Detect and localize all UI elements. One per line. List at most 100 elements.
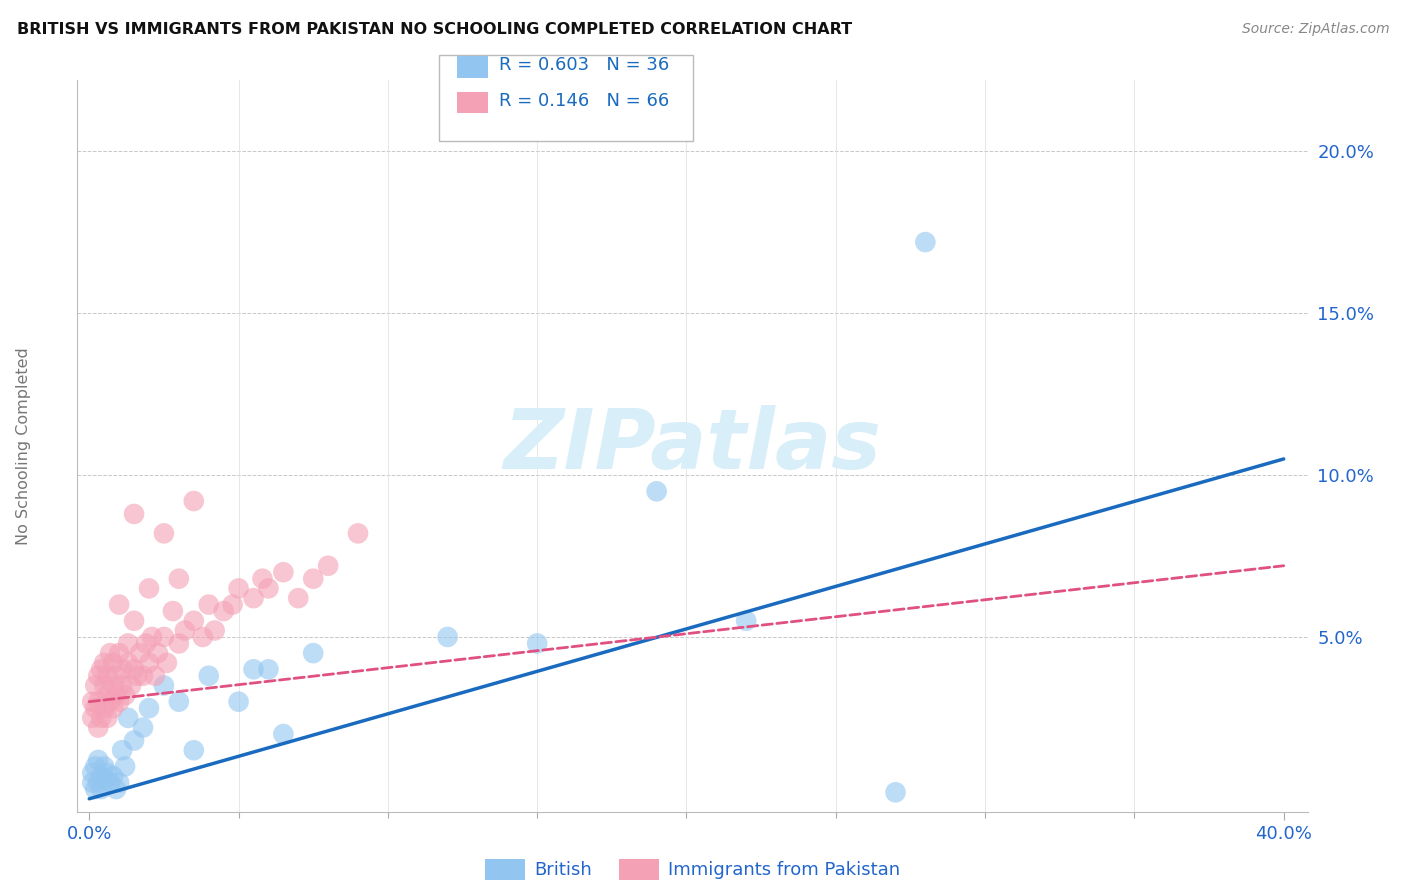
Point	[125, 669, 148, 683]
Point	[93, 759, 115, 773]
Point	[117, 656, 139, 670]
Point	[105, 688, 128, 702]
Point	[167, 572, 190, 586]
Point	[122, 733, 145, 747]
Point	[90, 711, 112, 725]
Point	[114, 759, 136, 773]
Point	[122, 614, 145, 628]
Point	[122, 662, 145, 676]
Point	[153, 630, 176, 644]
Point	[287, 591, 309, 606]
Point	[87, 695, 110, 709]
Point	[183, 614, 205, 628]
Point	[257, 662, 280, 676]
Text: R = 0.146   N = 66: R = 0.146 N = 66	[499, 92, 669, 110]
Y-axis label: No Schooling Completed: No Schooling Completed	[15, 347, 31, 545]
Text: ZIPatlas: ZIPatlas	[503, 406, 882, 486]
Point	[153, 678, 176, 692]
Point	[96, 765, 118, 780]
Point	[645, 484, 668, 499]
Point	[138, 701, 160, 715]
Point	[93, 656, 115, 670]
Point	[105, 782, 128, 797]
Point	[101, 656, 124, 670]
Point	[228, 582, 250, 596]
Legend: British, Immigrants from Pakistan: British, Immigrants from Pakistan	[478, 852, 907, 887]
Point	[316, 558, 339, 573]
Point	[90, 662, 112, 676]
Point	[93, 701, 115, 715]
Point	[146, 646, 169, 660]
Point	[526, 636, 548, 650]
Point	[93, 772, 115, 787]
Point	[129, 646, 152, 660]
Point	[302, 572, 325, 586]
Point	[162, 604, 184, 618]
Point	[257, 582, 280, 596]
Point	[96, 688, 118, 702]
Point	[135, 636, 157, 650]
Point	[302, 646, 325, 660]
Point	[87, 669, 110, 683]
Point	[122, 507, 145, 521]
Point	[96, 711, 118, 725]
Point	[108, 775, 131, 789]
Point	[242, 662, 264, 676]
Point	[90, 782, 112, 797]
Point	[111, 662, 134, 676]
Point	[132, 721, 155, 735]
Point	[93, 678, 115, 692]
Point	[120, 678, 142, 692]
Point	[111, 743, 134, 757]
Point	[117, 636, 139, 650]
Point	[228, 695, 250, 709]
Point	[173, 624, 195, 638]
Point	[273, 727, 295, 741]
Point	[347, 526, 370, 541]
Point	[87, 775, 110, 789]
Text: Source: ZipAtlas.com: Source: ZipAtlas.com	[1241, 22, 1389, 37]
Point	[101, 701, 124, 715]
Point	[82, 695, 104, 709]
Text: R = 0.603   N = 36: R = 0.603 N = 36	[499, 56, 669, 74]
Point	[156, 656, 179, 670]
Point	[98, 775, 121, 789]
Point	[204, 624, 226, 638]
Point	[183, 743, 205, 757]
Point	[98, 695, 121, 709]
Point	[84, 678, 107, 692]
Point	[105, 669, 128, 683]
Point	[82, 775, 104, 789]
Point	[735, 614, 758, 628]
Point	[167, 695, 190, 709]
Point	[138, 656, 160, 670]
Point	[114, 688, 136, 702]
Point	[132, 669, 155, 683]
Point	[183, 494, 205, 508]
Point	[82, 711, 104, 725]
Point	[191, 630, 214, 644]
Point	[117, 711, 139, 725]
Point	[143, 669, 166, 683]
Point	[84, 701, 107, 715]
Text: BRITISH VS IMMIGRANTS FROM PAKISTAN NO SCHOOLING COMPLETED CORRELATION CHART: BRITISH VS IMMIGRANTS FROM PAKISTAN NO S…	[17, 22, 852, 37]
Point	[273, 566, 295, 580]
Point	[252, 572, 274, 586]
Point	[82, 765, 104, 780]
Point	[197, 669, 219, 683]
Point	[141, 630, 163, 644]
Point	[212, 604, 235, 618]
Point	[108, 646, 131, 660]
Point	[84, 759, 107, 773]
Point	[436, 630, 458, 644]
Point	[138, 582, 160, 596]
Point	[111, 678, 134, 692]
Point	[101, 769, 124, 783]
Point	[101, 678, 124, 692]
Point	[108, 695, 131, 709]
Point	[884, 785, 907, 799]
Point	[90, 769, 112, 783]
Point	[87, 721, 110, 735]
Point	[153, 526, 176, 541]
Point	[167, 636, 190, 650]
